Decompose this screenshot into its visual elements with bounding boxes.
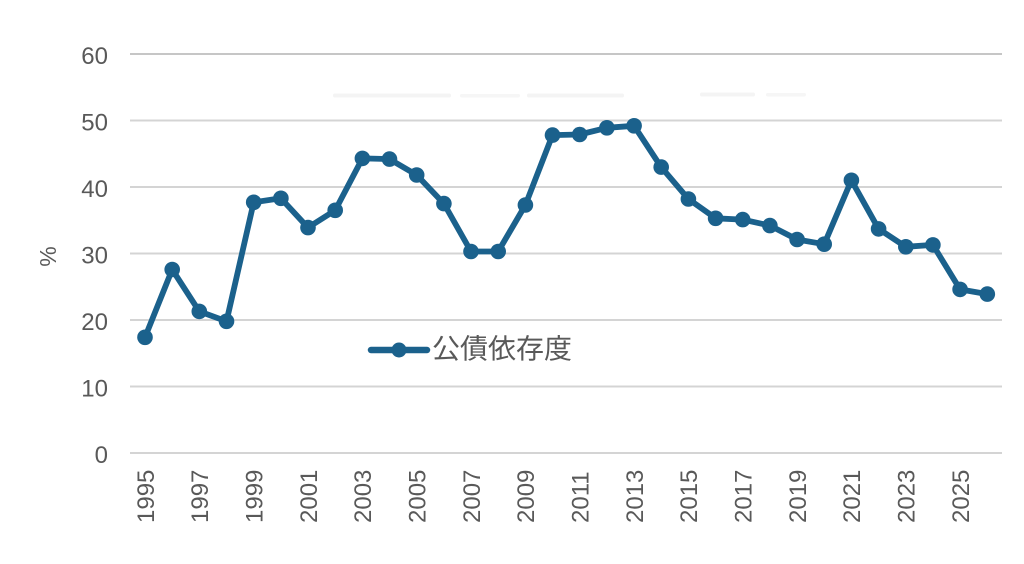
svg-text:0: 0 [95, 442, 108, 469]
svg-text:2009: 2009 [513, 470, 540, 523]
svg-text:60: 60 [81, 43, 108, 70]
svg-text:2019: 2019 [785, 470, 812, 523]
svg-text:20: 20 [81, 309, 108, 336]
svg-text:2011: 2011 [568, 471, 595, 523]
svg-text:2021: 2021 [839, 470, 866, 523]
svg-text:2023: 2023 [894, 470, 921, 523]
svg-text:%: % [35, 246, 61, 266]
svg-text:2005: 2005 [405, 470, 432, 523]
svg-text:2017: 2017 [731, 470, 758, 523]
svg-text:30: 30 [81, 243, 108, 270]
svg-text:1995: 1995 [133, 470, 160, 523]
svg-text:1997: 1997 [187, 470, 214, 523]
svg-text:2015: 2015 [676, 470, 703, 523]
svg-text:10: 10 [81, 376, 108, 403]
svg-text:2013: 2013 [622, 470, 649, 523]
svg-text:2007: 2007 [459, 470, 486, 523]
svg-text:2025: 2025 [948, 470, 975, 523]
svg-text:2001: 2001 [296, 470, 323, 523]
svg-text:50: 50 [81, 110, 108, 137]
svg-text:40: 40 [81, 176, 108, 203]
svg-text:1999: 1999 [242, 470, 269, 523]
svg-text:2003: 2003 [350, 470, 377, 523]
